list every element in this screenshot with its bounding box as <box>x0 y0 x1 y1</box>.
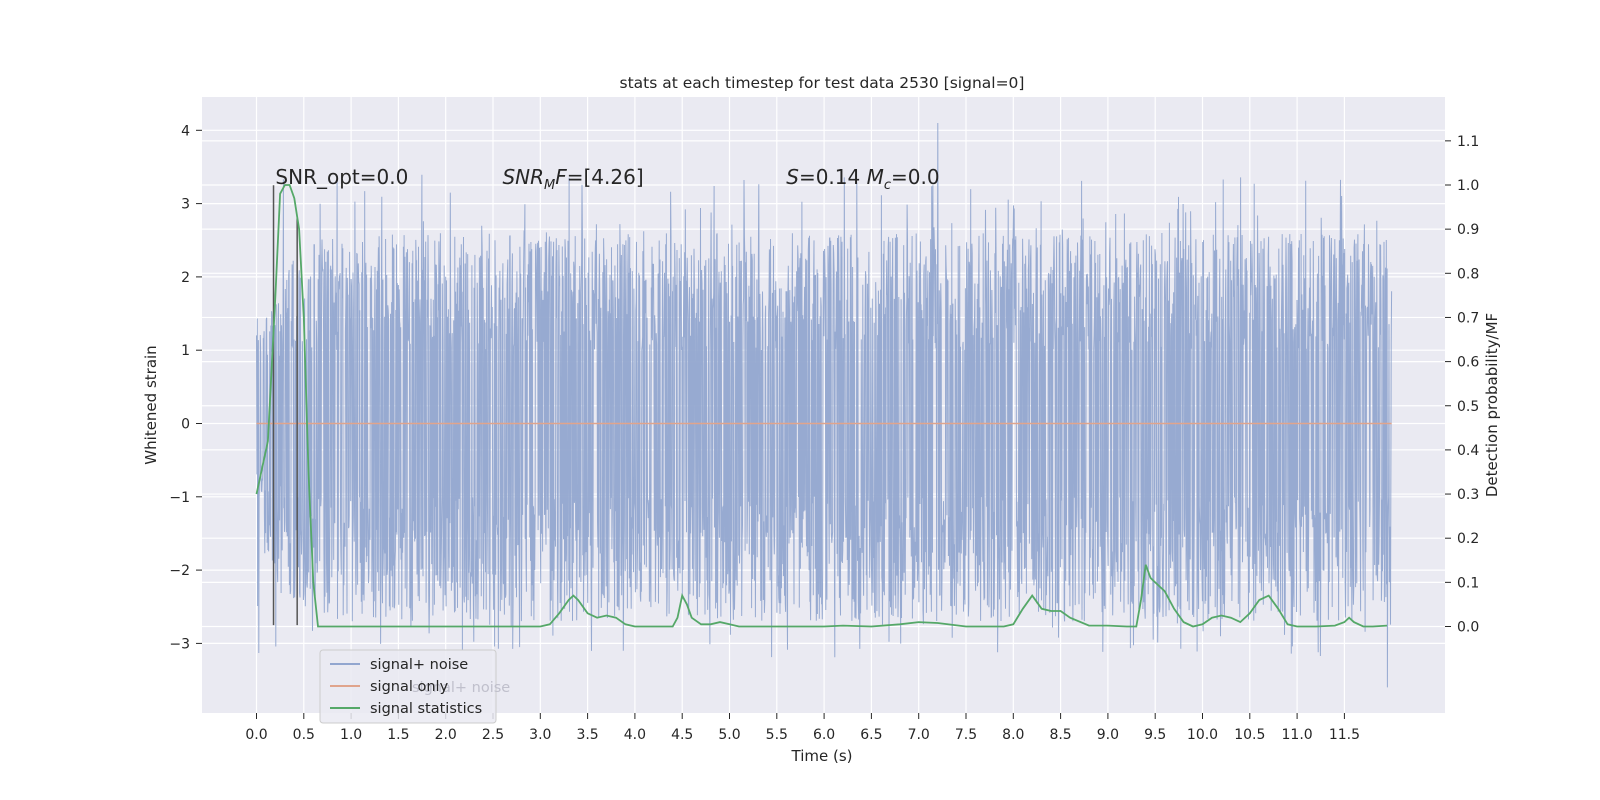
annotation: SNR_opt=0.0 <box>275 165 408 189</box>
y-tick-label-right: 0.3 <box>1457 487 1479 503</box>
y-tick-label-left: 0 <box>181 417 190 433</box>
y-tick-label-right: 0.0 <box>1457 620 1479 636</box>
x-tick-label: 1.5 <box>387 727 409 743</box>
y-tick-label-left: −1 <box>169 490 190 506</box>
x-tick-label: 6.0 <box>813 727 835 743</box>
x-tick-label: 10.0 <box>1187 727 1218 743</box>
x-tick-label: 7.5 <box>955 727 977 743</box>
y-tick-label-right: 0.5 <box>1457 399 1479 415</box>
y-tick-label-left: −3 <box>169 636 190 652</box>
x-tick-label: 2.5 <box>482 727 504 743</box>
x-tick-label: 10.5 <box>1234 727 1265 743</box>
y-tick-label-left: −2 <box>169 563 190 579</box>
y-tick-label-right: 0.6 <box>1457 355 1479 371</box>
y-tick-label-left: 3 <box>181 197 190 213</box>
x-tick-label: 11.0 <box>1282 727 1313 743</box>
annotations: SNR_opt=0.0 SNRMF=[4.26] S=0.14 Mc=0.0 <box>275 165 939 193</box>
x-tick-label: 4.0 <box>624 727 646 743</box>
y-tick-label-left: 2 <box>181 270 190 286</box>
series-signal-statistics <box>255 184 1388 628</box>
y-tick-label-right: 1.0 <box>1457 178 1479 194</box>
x-tick-label: 0.5 <box>293 727 315 743</box>
x-tick-label: 9.5 <box>1144 727 1166 743</box>
x-tick-label: 3.0 <box>529 727 551 743</box>
y-tick-label-right: 0.4 <box>1457 443 1479 459</box>
x-tick-label: 3.5 <box>576 727 598 743</box>
y-tick-label-left: 4 <box>181 123 190 139</box>
axis-ticks: 0.0 0.5 1.0 1.5 2.0 2.5 3.0 3.5 4.0 4.5 5.0 5.5 6.0 6… <box>169 123 1479 743</box>
legend-box <box>319 649 497 724</box>
x-tick-label: 6.5 <box>860 727 882 743</box>
x-tick-label: 1.0 <box>340 727 362 743</box>
signal-statistics-line <box>255 184 1388 628</box>
x-tick-label: 2.0 <box>435 727 457 743</box>
x-tick-label: 8.5 <box>1049 727 1071 743</box>
y-tick-label-right: 0.9 <box>1457 222 1479 238</box>
x-tick-label: 9.0 <box>1097 727 1119 743</box>
x-axis-label: Time (s) <box>791 747 853 765</box>
y-axis-label-right: Detection probability/MF <box>1483 313 1501 497</box>
x-tick-label: 11.5 <box>1329 727 1360 743</box>
x-tick-label: 4.5 <box>671 727 693 743</box>
annotation: S=0.14 Mc=0.0 <box>786 165 939 193</box>
legend-label-signal-noise: signal+ noise <box>370 657 468 673</box>
y-tick-label-right: 0.7 <box>1457 310 1479 326</box>
legend-ghost-text: signal+ noise <box>412 680 510 696</box>
vertical-markers <box>272 185 298 626</box>
annotation: SNRMF=[4.26] <box>502 165 643 193</box>
x-tick-label: 5.0 <box>718 727 740 743</box>
y-tick-label-right: 0.8 <box>1457 266 1479 282</box>
y-tick-label-right: 1.1 <box>1457 134 1479 150</box>
y-tick-label-left: 1 <box>181 343 190 359</box>
x-tick-label: 8.0 <box>1002 727 1024 743</box>
legend-label-signal-statistics: signal statistics <box>370 701 482 717</box>
legend-label-signal-only: signal only <box>370 679 449 695</box>
series-signal-noise <box>256 122 1393 688</box>
chart-title: stats at each timestep for test data 253… <box>620 74 1025 92</box>
x-tick-label: 7.0 <box>908 727 930 743</box>
x-tick-label: 0.0 <box>245 727 267 743</box>
y-axis-label-left: Whitened strain <box>142 345 160 464</box>
y-tick-label-right: 0.2 <box>1457 531 1479 547</box>
signal-noise-line <box>256 122 1393 688</box>
y-tick-label-right: 0.1 <box>1457 575 1479 591</box>
legend: signal+ noise signal+ noise signal only … <box>319 649 510 724</box>
x-tick-label: 5.5 <box>766 727 788 743</box>
